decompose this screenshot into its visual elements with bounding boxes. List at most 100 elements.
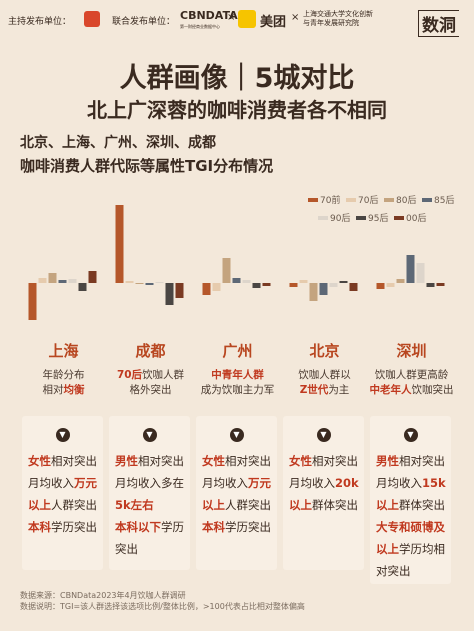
card: ▼ 女性相对突出 月均收入万元 以上人群突出 本科学历突出 [22,416,103,570]
meituan-text: 美团 [260,15,287,30]
bar [416,263,425,283]
bar [386,283,395,287]
bar [319,283,328,295]
text-segment: 饮咖突出 [411,384,454,396]
bar [262,283,271,286]
text-segment: 5k左右 [115,498,154,512]
text-segment: 月均收入多在 [115,476,184,490]
text-line: 年龄分布 [20,368,107,383]
bar [175,283,184,298]
text-line: 饮咖人群更高龄 [368,368,455,383]
bar [376,283,385,289]
subtitle: 北京、上海、广州、深圳、成都 [20,135,216,151]
legend-label: 85后 [434,195,454,206]
bar [289,283,298,287]
legend-label: 70后 [358,195,378,206]
card-body: 女性相对突出 月均收入万元 以上人群突出 本科学历突出 [202,450,275,538]
bar [115,205,124,283]
text-segment: 以上 [376,498,399,512]
bar [48,273,57,283]
card-icon: ▼ [142,428,157,442]
text-segment: 学历突出 [51,520,97,534]
brand: 数洞 [418,10,459,37]
city-name: 上海 [48,342,79,360]
text-line: 格外突出 [107,383,194,398]
bar [125,281,134,283]
text-segment: 本科 [28,520,51,534]
city-name: 成都 [135,342,166,360]
text-segment: 相对突出 [312,454,358,468]
text-line: 男性相对突出 [376,450,449,472]
legend-swatch [422,198,432,202]
city-name: 北京 [309,342,340,360]
text-segment: 以上 [289,498,312,512]
card-body: 男性相对突出 月均收入多在 5k左右 本科以下学历 突出 [115,450,188,560]
text-segment: 以上 [28,498,51,512]
cohost-label: 联合发布单位： [112,17,176,27]
text-segment: 相对 [42,384,64,396]
cbn-sub: 第一财经商业数据中心 [180,24,220,29]
bar [38,278,47,283]
text-segment: 大专和硕博及 [376,520,445,534]
bar [232,278,241,283]
text-line: 大专和硕博及 [376,516,449,538]
text-line: Z世代为主 [281,383,368,398]
text-line: 本科学历突出 [28,516,101,538]
legend-swatch [308,198,318,202]
bar [329,283,338,287]
bar [58,280,67,283]
text-segment: 万元 [74,476,97,490]
city-desc: 70后饮咖人群 格外突出 [107,368,194,398]
text-line: 70后饮咖人群 [107,368,194,383]
text-segment: 均衡 [63,384,85,396]
bar [145,283,154,285]
bar [78,283,87,291]
card-body: 女性相对突出 月均收入万元 以上人群突出 本科学历突出 [28,450,101,538]
times: × [291,12,300,23]
card-icon: ▼ [403,428,418,442]
subtitle-2: 咖啡消费人群代际等属性TGI分布情况 [20,157,274,175]
text-segment: 人群突出 [51,498,97,512]
bar [299,280,308,283]
text-segment: 对突出 [376,564,411,578]
text-segment: 男性 [115,454,138,468]
text-segment: 饮咖人群以 [298,369,351,381]
city-desc: 饮咖人群以 Z世代为主 [281,368,368,398]
bar [28,283,37,320]
text-line: 月均收入多在 [115,472,188,494]
text-segment: 月均收入 [289,476,335,490]
text-segment: 以上 [202,498,225,512]
times: × [227,12,236,23]
text-line: 月均收入万元 [202,472,275,494]
city-desc: 饮咖人群更高龄中老年人饮咖突出 [368,368,455,398]
text-line: 相对均衡 [20,383,107,398]
text-segment: 相对突出 [399,454,445,468]
text-line: 女性相对突出 [28,450,101,472]
text-segment: 中老年人 [369,384,412,396]
text-segment: 以上 [376,542,399,556]
bar [396,279,405,283]
text-line: 5k左右 [115,494,188,516]
bar [155,282,164,283]
text-line: 以上学历均相 [376,538,449,560]
legend-label: 95后 [368,213,388,224]
text-segment: 学历突出 [225,520,271,534]
text-segment: 20k [335,476,359,490]
text-segment: 年龄分布 [42,369,85,381]
text-line: 饮咖人群以 [281,368,368,383]
legend-swatch [394,216,404,220]
legend-label: 00后 [406,213,426,224]
text-segment: 饮咖人群更高龄 [374,369,449,381]
text-line: 本科学历突出 [202,516,275,538]
text-line: 本科以下学历 [115,516,188,538]
text-segment: 15k [422,476,446,490]
bar [202,283,211,295]
text-segment: 为主 [328,384,350,396]
host-label: 主持发布单位： [8,17,72,27]
footer-note: 数据说明：TGI=该人群选择该选项比例/整体比例，>100代表占比相对整体偏高 [20,602,305,611]
sjtu-line: 上海交通大学文化创新 [303,10,373,18]
city-desc: 年龄分布相对均衡 [20,368,107,398]
sjtu-line: 与青年发展研究院 [303,19,359,27]
host-logo [84,11,100,27]
